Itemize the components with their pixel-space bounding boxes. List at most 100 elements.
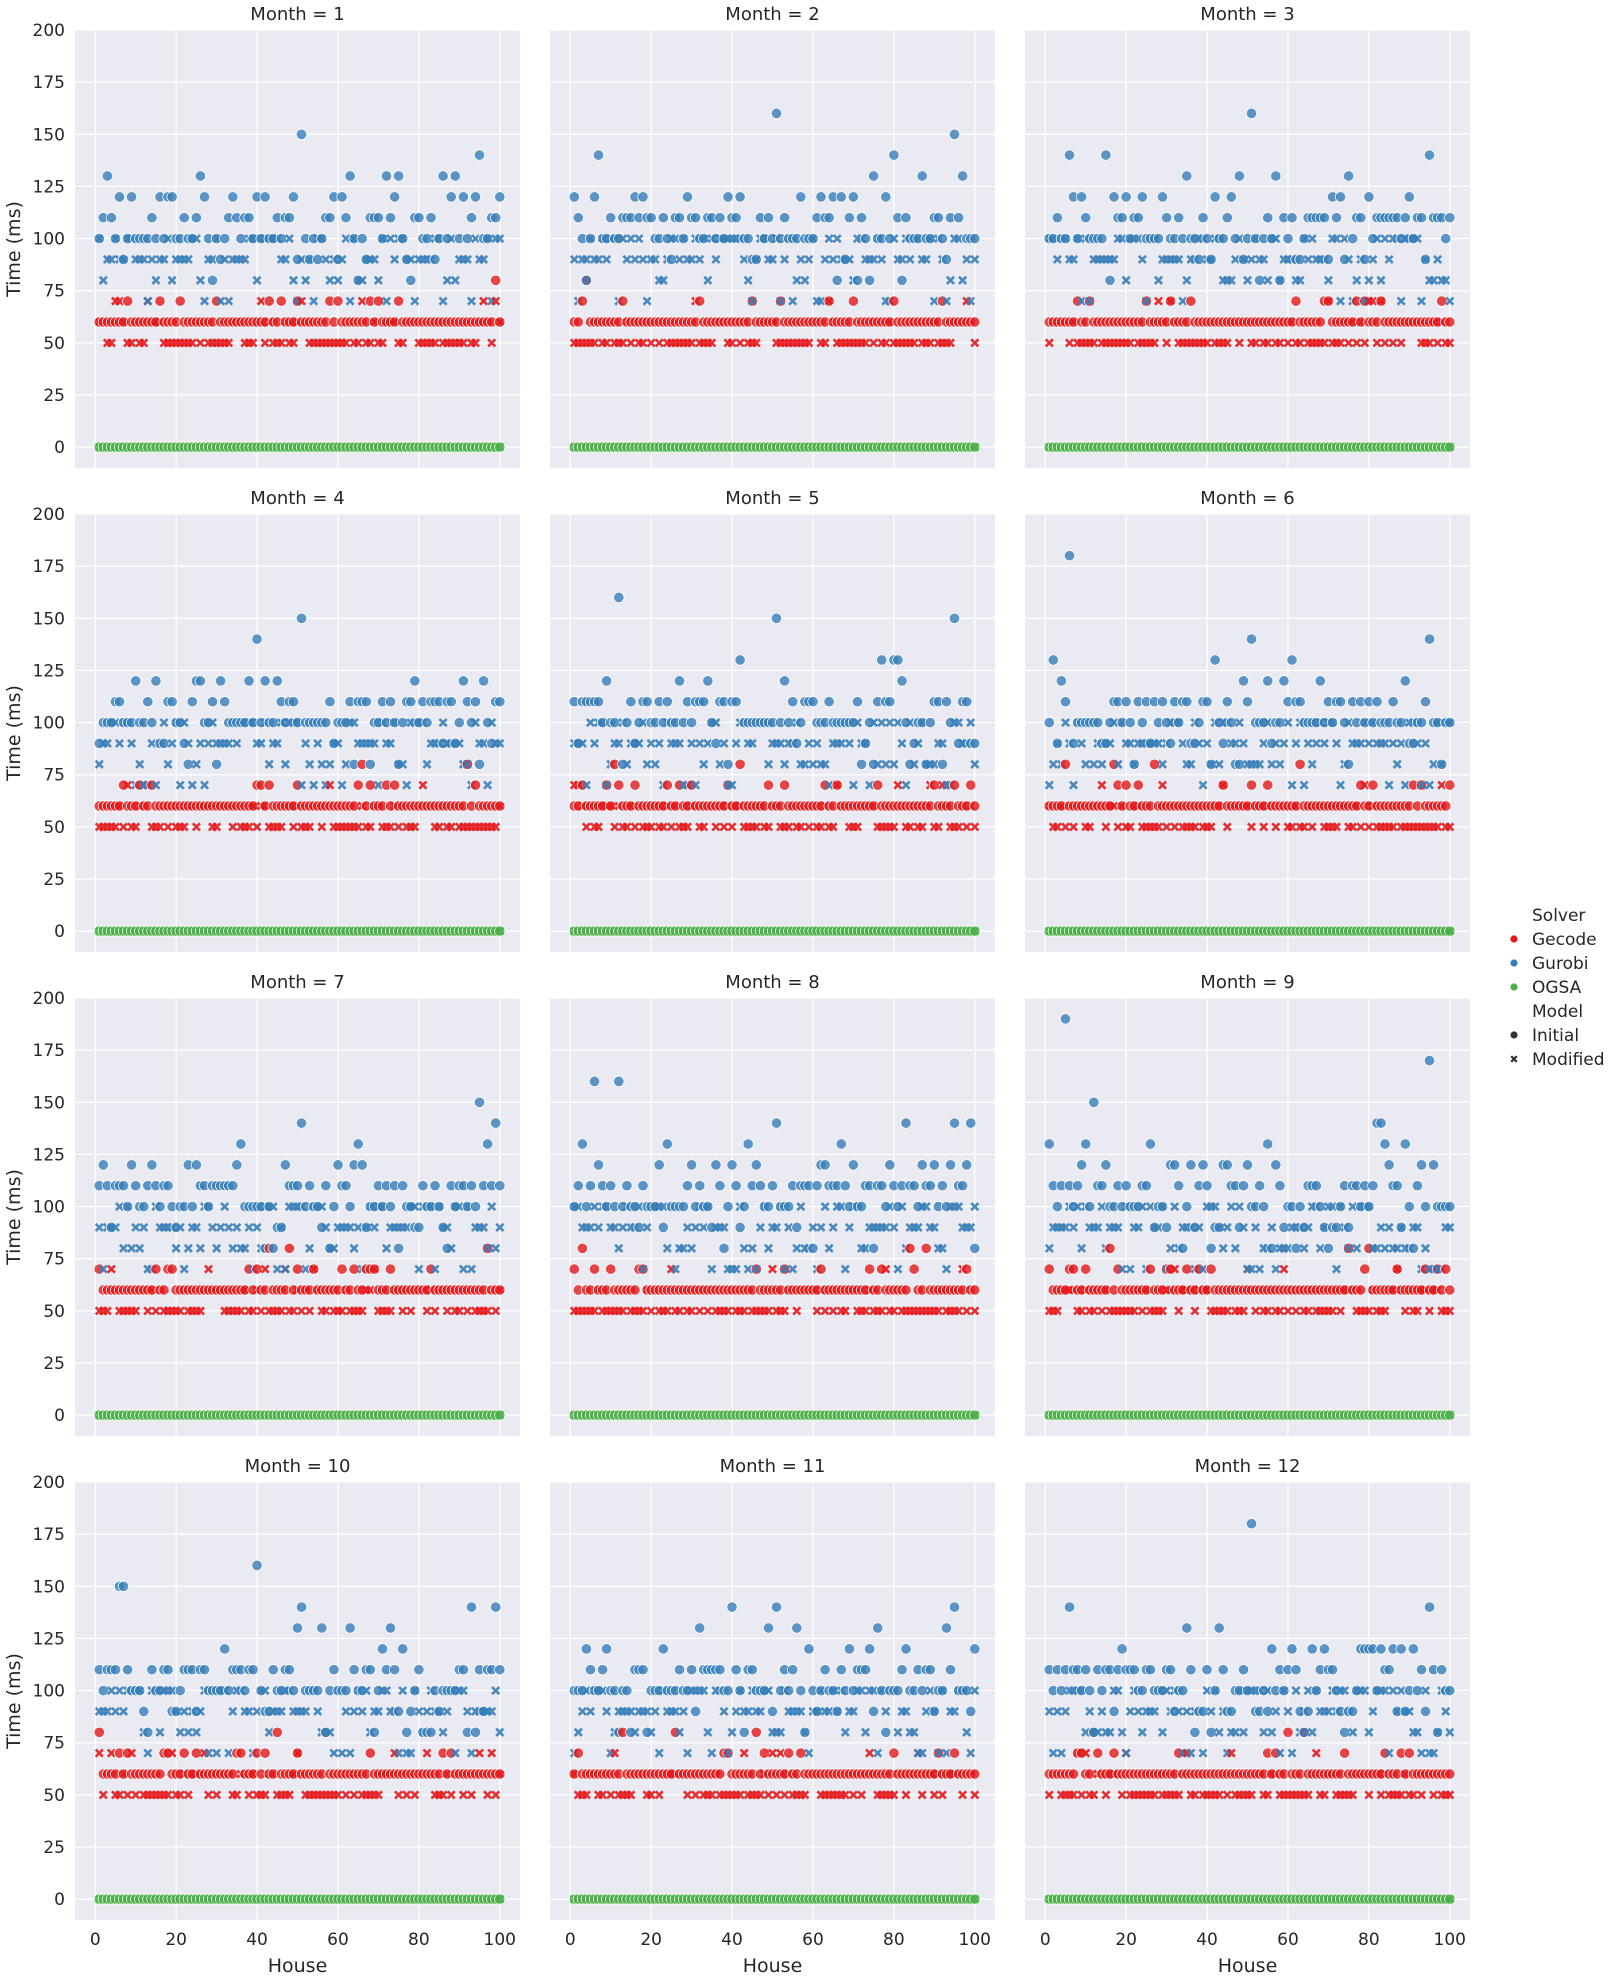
point-gurobi-modified	[593, 254, 604, 264]
y-tick-label: 175	[33, 1041, 65, 1061]
point-gecode-initial	[494, 1284, 506, 1296]
point-gurobi-initial	[831, 274, 843, 286]
point-gecode-modified	[589, 338, 600, 348]
point-gurobi-initial	[605, 212, 617, 224]
y-tick-label: 0	[54, 1406, 65, 1426]
point-gurobi-initial	[259, 191, 271, 203]
point-gurobi-initial	[730, 696, 742, 708]
point-gurobi-initial	[1423, 633, 1436, 645]
y-tick-label: 125	[33, 1145, 65, 1165]
point-gurobi-initial	[1334, 696, 1347, 708]
point-gecode-initial	[961, 1263, 973, 1275]
point-gurobi-initial	[791, 1221, 803, 1233]
point-gurobi-initial	[295, 1117, 308, 1129]
point-gurobi-modified	[280, 254, 290, 264]
point-gurobi-initial	[916, 170, 928, 182]
point-gurobi-initial	[868, 170, 880, 182]
point-gurobi-initial	[900, 212, 912, 224]
point-gecode-modified	[260, 338, 270, 348]
point-gurobi-initial	[1051, 737, 1063, 749]
point-gurobi-modified	[147, 254, 157, 264]
point-gurobi-initial	[1221, 696, 1233, 708]
plot-background	[75, 998, 520, 1436]
point-gecode-initial	[629, 1284, 641, 1296]
point-gurobi-modified	[163, 234, 173, 244]
point-gurobi-initial	[940, 253, 953, 265]
point-gecode-initial	[1059, 758, 1072, 770]
point-gurobi-initial	[734, 1221, 746, 1233]
point-gecode-initial	[847, 295, 859, 307]
point-gurobi-initial	[417, 1180, 429, 1192]
point-gecode-modified	[248, 338, 258, 348]
point-gurobi-modified	[224, 296, 234, 306]
point-gecode-initial	[605, 1263, 617, 1275]
point-gurobi-initial	[1193, 253, 1205, 265]
point-gecode-initial	[1290, 295, 1302, 307]
point-gecode-initial	[1440, 800, 1452, 812]
point-gurobi-initial	[344, 1201, 356, 1213]
point-gurobi-initial	[413, 212, 425, 224]
point-gurobi-modified	[296, 254, 307, 264]
point-gurobi-initial	[588, 191, 601, 203]
point-gurobi-initial	[791, 737, 803, 749]
point-gurobi-initial	[1359, 253, 1371, 265]
point-gurobi-initial	[928, 1159, 940, 1171]
point-gurobi-initial	[1399, 212, 1411, 224]
point-gurobi-initial	[936, 758, 948, 770]
point-gurobi-initial	[1415, 717, 1428, 729]
point-gurobi-modified	[284, 234, 294, 244]
point-gurobi-initial	[1059, 233, 1072, 245]
point-gurobi-initial	[384, 1201, 397, 1213]
point-gurobi-initial	[211, 758, 223, 770]
y-tick-label: 175	[33, 73, 65, 93]
point-gurobi-initial	[783, 1201, 795, 1213]
point-gecode-initial	[494, 316, 506, 328]
point-gurobi-initial	[653, 1159, 665, 1171]
point-gurobi-initial	[1343, 758, 1355, 770]
point-gurobi-initial	[384, 696, 397, 708]
point-gurobi-initial	[855, 212, 868, 224]
point-gurobi-initial	[1286, 654, 1298, 666]
point-gurobi-initial	[961, 696, 973, 708]
point-gurobi-initial	[93, 233, 105, 245]
point-gecode-modified	[296, 296, 307, 306]
point-gurobi-initial	[855, 1201, 868, 1213]
point-gurobi-initial	[1152, 233, 1165, 245]
point-gurobi-initial	[681, 191, 694, 203]
point-gurobi-initial	[1423, 149, 1436, 161]
point-gurobi-initial	[948, 1117, 961, 1129]
point-gurobi-initial	[473, 1096, 486, 1108]
point-gurobi-initial	[482, 233, 494, 245]
point-gurobi-modified	[207, 254, 218, 264]
point-gurobi-initial	[1124, 717, 1136, 729]
point-gurobi-initial	[677, 1201, 690, 1213]
point-gecode-initial	[1444, 779, 1456, 791]
point-gurobi-initial	[851, 274, 864, 286]
point-gurobi-initial	[819, 1159, 831, 1171]
y-tick-label: 50	[43, 1302, 65, 1322]
point-gurobi-initial	[312, 253, 324, 265]
point-gurobi-initial	[1080, 212, 1092, 224]
point-gecode-initial	[384, 1263, 397, 1275]
point-gecode-initial	[348, 1263, 360, 1275]
point-gecode-initial	[1444, 316, 1456, 328]
point-gecode-initial	[815, 1263, 827, 1275]
point-gurobi-initial	[770, 612, 783, 624]
point-gurobi-initial	[592, 696, 605, 708]
point-gurobi-initial	[779, 212, 791, 224]
point-gurobi-modified	[288, 275, 299, 285]
point-gurobi-initial	[948, 128, 961, 140]
point-gurobi-initial	[1173, 212, 1185, 224]
data-points	[568, 107, 981, 453]
point-gecode-initial	[251, 1263, 263, 1275]
point-gurobi-initial	[393, 170, 405, 182]
point-gurobi-initial	[202, 1201, 215, 1213]
point-gurobi-initial	[888, 149, 900, 161]
point-gurobi-initial	[1104, 274, 1116, 286]
point-gurobi-initial	[494, 696, 506, 708]
point-gecode-modified	[276, 338, 286, 348]
point-gurobi-initial	[397, 717, 409, 729]
point-gurobi-initial	[1444, 717, 1456, 729]
point-gurobi-modified	[373, 275, 383, 285]
y-tick-label: 200	[33, 989, 65, 1009]
